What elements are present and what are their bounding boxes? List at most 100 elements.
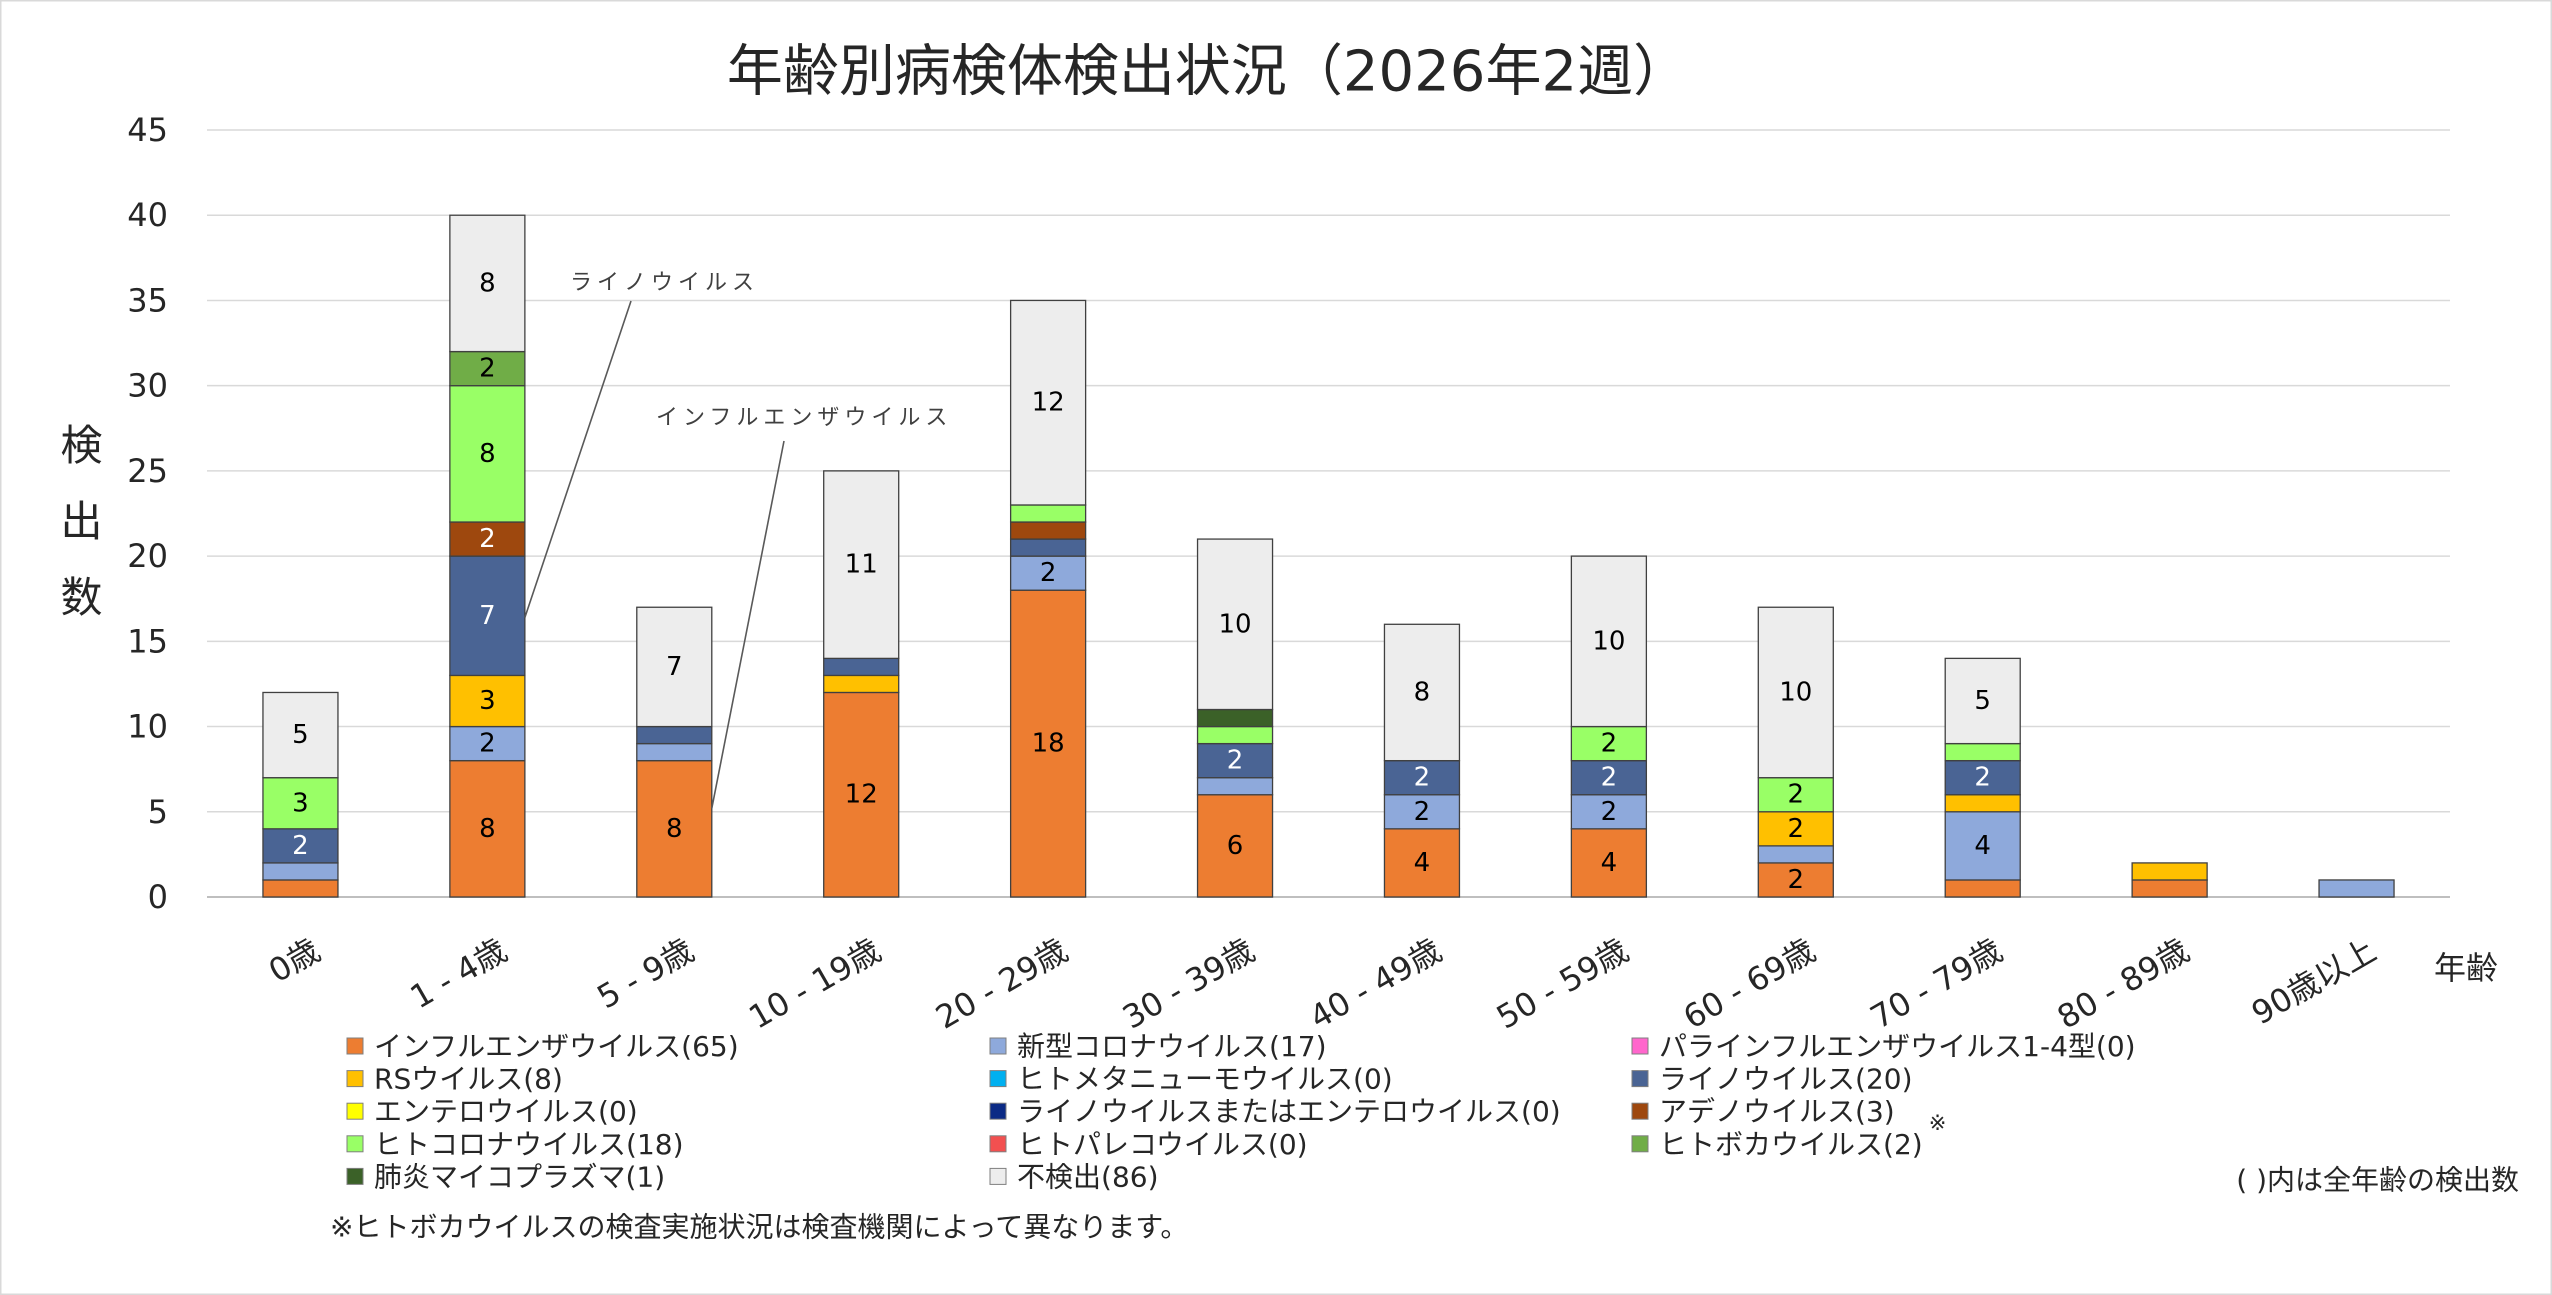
data-label: 6 [1227, 831, 1244, 861]
bar-segment [1009, 299, 1087, 506]
data-label: 8 [666, 814, 683, 844]
y-tick-label: 15 [127, 622, 168, 660]
legend-swatch [1631, 1102, 1649, 1120]
y-tick-label: 5 [148, 793, 168, 831]
bar-segment [449, 521, 526, 557]
legend-series-name: ライノウイルス [1659, 1062, 1855, 1095]
legend-item: ヒトパレコウイルス(0) [989, 1127, 1308, 1160]
legend-label: ヒトボカウイルス(2) [1659, 1127, 1923, 1160]
bar-segment [1196, 725, 1274, 745]
bar-segment [1757, 606, 1834, 779]
bar-segment [1383, 794, 1461, 830]
legend-series-name: アデノウイルス [1659, 1095, 1855, 1128]
legend-count: (86) [1101, 1160, 1158, 1193]
data-label: 2 [1788, 865, 1805, 895]
legend-swatch [989, 1070, 1007, 1088]
bar-segment [262, 879, 339, 898]
bar-segment [1944, 794, 2021, 813]
legend-count: (0) [1353, 1062, 1393, 1095]
data-label: 8 [479, 439, 496, 469]
bar-segment [636, 759, 713, 898]
bar-segment [1944, 657, 2021, 745]
legend-label: パラインフルエンザウイルス1-4型(0) [1659, 1030, 2136, 1063]
bar-segment [1570, 759, 1648, 796]
data-label: 8 [1414, 677, 1431, 707]
bar-segment [262, 691, 339, 779]
bars [262, 214, 2395, 898]
legend-label: ライノウイルスまたはエンテロウイルス(0) [1017, 1095, 1561, 1128]
bar-segment [636, 742, 713, 762]
y-tick-label: 30 [127, 367, 168, 405]
legend: インフルエンザウイルス(65) 新型コロナウイルス(17) パラインフルエンザウイル… [346, 1030, 2136, 1193]
legend-swatch [1631, 1070, 1649, 1088]
bar-segment [1570, 555, 1648, 728]
legend-item: ヒトボカウイルス(2)※ [1631, 1111, 1946, 1160]
legend-label: ヒトメタニューモウイルス(0) [1017, 1062, 1393, 1095]
y-tick-label: 35 [127, 281, 168, 319]
data-label: 2 [1414, 797, 1431, 827]
legend-series-name: インフルエンザウイルス [374, 1030, 681, 1063]
bar-segment [1196, 538, 1274, 711]
legend-count: (20) [1855, 1062, 1912, 1095]
bar-segment [1757, 777, 1834, 813]
bar-segment [449, 214, 526, 353]
legend-item: アデノウイルス(3) [1631, 1095, 1895, 1128]
legend-swatch [346, 1135, 364, 1153]
data-label: 12 [1032, 388, 1065, 418]
bar-segment [262, 862, 339, 881]
data-label: 18 [1032, 729, 1065, 759]
legend-series-name: 不検出 [1017, 1160, 1101, 1193]
data-label: 2 [1227, 746, 1244, 776]
data-label: 8 [479, 814, 496, 844]
legend-count: (0) [2096, 1030, 2136, 1063]
y-tick-labels: 0 5 10 15 20 25 30 35 40 45 [127, 111, 168, 916]
bar-segment [1009, 538, 1087, 557]
bar-stack [1196, 538, 1274, 898]
data-label: 3 [292, 788, 309, 818]
legend-label: 不検出(86) [1017, 1160, 1159, 1193]
bar-segment [1009, 521, 1087, 540]
legend-note: ( )内は全年齢の検出数 [2236, 1164, 2519, 1197]
bar-segment [1757, 811, 1834, 847]
legend-count: (3) [1855, 1095, 1895, 1128]
data-label: 2 [292, 831, 309, 861]
bar-segment [449, 725, 526, 762]
data-label: 4 [1601, 848, 1618, 878]
bar-segment [1009, 589, 1087, 898]
data-label: 12 [845, 780, 878, 810]
legend-item: エンテロウイルス(0) [346, 1095, 638, 1128]
bar-segment [1196, 708, 1274, 728]
legend-series-name: RSウイルス [374, 1062, 523, 1095]
bar-segment [449, 759, 526, 898]
legend-count: (8) [523, 1062, 563, 1095]
y-tick-label: 45 [127, 111, 168, 149]
data-label: 2 [1601, 763, 1618, 793]
y-tick-label: 10 [127, 708, 168, 746]
legend-series-name: エンテロウイルス [374, 1095, 598, 1128]
legend-count: (65) [681, 1030, 738, 1063]
bar-segment [1383, 759, 1461, 796]
data-label: 4 [1414, 848, 1431, 878]
bar-segment [1757, 845, 1834, 864]
bar-stack [1383, 623, 1461, 898]
legend-series-name: 新型コロナウイルス [1017, 1030, 1269, 1063]
bar-segment [1009, 555, 1087, 591]
data-label: 10 [1218, 609, 1251, 639]
data-label: 4 [1974, 831, 1991, 861]
data-label: 2 [479, 354, 496, 384]
data-label: 3 [479, 686, 496, 716]
legend-swatch [989, 1135, 1007, 1153]
bar-stack [2131, 862, 2208, 898]
legend-label: RSウイルス(8) [374, 1062, 563, 1095]
y-tick-label: 20 [127, 537, 168, 575]
data-label: 5 [1974, 686, 1991, 716]
bar-segment [449, 385, 526, 523]
legend-count: (1) [625, 1160, 665, 1193]
legend-count: (0) [1268, 1127, 1308, 1160]
data-label: 11 [845, 550, 878, 580]
bar-segment [1383, 623, 1461, 762]
legend-label: ヒトパレコウイルス(0) [1017, 1127, 1308, 1160]
data-label: 2 [1788, 814, 1805, 844]
